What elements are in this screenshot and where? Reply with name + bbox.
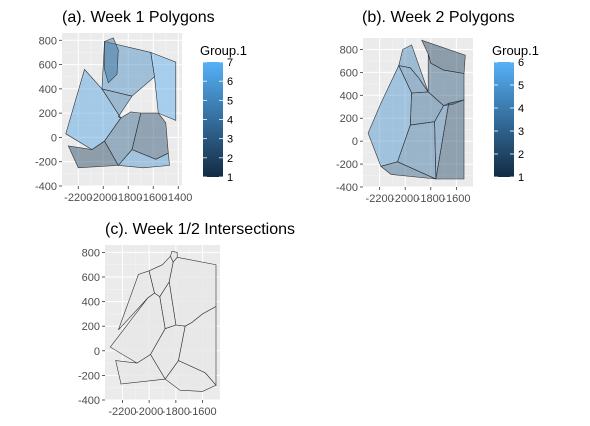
y-tick-label: 600 <box>340 67 358 79</box>
legend-tick-label: 3 <box>518 126 524 138</box>
panel-week1-chart: (a). Week 1 Polygons -400-20002004006008… <box>35 9 247 204</box>
legend-tick-label: 3 <box>227 134 233 146</box>
x-tick-label: -1600 <box>442 193 470 205</box>
y-tick-label: -200 <box>35 157 57 169</box>
x-tick-label: -1400 <box>164 192 192 204</box>
panel-intersections-chart: (c). Week 1/2 Intersections -400-2000200… <box>78 221 295 418</box>
y-tick-label: 800 <box>39 35 57 47</box>
panel-week1-plot-area <box>62 33 182 186</box>
polygon-1 <box>101 41 155 97</box>
y-tick-label: 200 <box>39 108 57 120</box>
panel-week2-chart: (b). Week 2 Polygons -400-20002004006008… <box>336 9 539 205</box>
y-tick-label: -400 <box>78 395 100 407</box>
legend-tick-label: 7 <box>227 57 233 69</box>
legend-tick-label: 4 <box>227 115 233 127</box>
polygon-9 <box>435 99 465 180</box>
legend-tick-label: 1 <box>227 172 233 184</box>
polygon-10 <box>380 161 437 180</box>
legend-tick-label: 5 <box>518 80 524 92</box>
legend-tick-label: 2 <box>518 149 524 161</box>
legend-colorbar <box>494 62 514 177</box>
legend-tick-label: 1 <box>518 172 524 184</box>
x-tick-label: -1800 <box>114 192 142 204</box>
legend-tick-label: 4 <box>518 103 524 115</box>
polygon-4 <box>170 250 178 263</box>
x-tick-label: -2200 <box>64 192 92 204</box>
x-tick-label: -1800 <box>417 193 445 205</box>
y-tick-label: -400 <box>336 182 358 194</box>
x-tick-label: -2000 <box>89 192 117 204</box>
panel-intersections-axes: -400-2000200400600800-2200-2000-1800-160… <box>78 247 217 418</box>
polygon-9 <box>67 140 119 169</box>
panel-week2-legend-title: Group.1 <box>492 43 539 58</box>
legend-tick-label: 5 <box>227 95 233 107</box>
panel-week1-legend-title: Group.1 <box>200 43 247 58</box>
legend-tick-label: 6 <box>518 57 524 69</box>
x-tick-label: -2200 <box>366 193 394 205</box>
y-tick-label: 600 <box>39 60 57 72</box>
y-tick-label: 400 <box>340 90 358 102</box>
panel-week2-legend: Group.1 1 2 3 4 5 6 <box>492 43 539 184</box>
y-tick-label: -400 <box>35 181 57 193</box>
panel-week2-gridlines <box>363 38 473 188</box>
polygon-9 <box>164 360 217 392</box>
y-tick-label: 400 <box>82 297 100 309</box>
legend-tick-label: 2 <box>227 153 233 165</box>
y-tick-label: -200 <box>78 370 100 382</box>
y-tick-label: -200 <box>336 159 358 171</box>
plot-panel-background <box>62 33 182 186</box>
legend-tick-label: 6 <box>227 76 233 88</box>
y-tick-label: 200 <box>82 321 100 333</box>
panel-week2-polygons <box>367 39 466 180</box>
panel-week1-title: (a). Week 1 Polygons <box>62 9 215 26</box>
y-tick-label: 400 <box>39 84 57 96</box>
y-tick-label: 0 <box>94 346 100 358</box>
polygon-3 <box>398 44 429 93</box>
panel-week2-title: (b). Week 2 Polygons <box>362 9 515 26</box>
y-tick-label: 0 <box>352 136 358 148</box>
panel-intersections-polygons <box>109 250 217 392</box>
x-tick-label: -2000 <box>135 406 163 418</box>
y-tick-label: 200 <box>340 113 358 125</box>
y-tick-label: 800 <box>340 44 358 56</box>
x-tick-label: -2200 <box>108 406 136 418</box>
y-tick-label: 800 <box>82 247 100 259</box>
polygon-8 <box>117 149 170 169</box>
panel-week1-axes: -400-2000200400600800-2200-2000-1800-160… <box>35 35 192 204</box>
x-tick-label: -1600 <box>139 192 167 204</box>
polygon-2 <box>150 51 177 121</box>
panel-week1-polygons <box>65 37 177 169</box>
x-tick-label: -2000 <box>391 193 419 205</box>
polygon-4 <box>104 37 119 84</box>
y-tick-label: 0 <box>51 132 57 144</box>
x-tick-label: -1800 <box>162 406 190 418</box>
polygon-5 <box>101 88 133 119</box>
panel-intersections-title: (c). Week 1/2 Intersections <box>105 221 295 238</box>
panel-week1-gridlines <box>62 33 182 187</box>
legend-colorbar <box>203 62 223 177</box>
panel-week1-legend: Group.1 1 2 3 4 5 6 7 <box>200 43 247 184</box>
panel-week2-axes: -400-2000200400600800-2200-2000-1800-160… <box>336 44 470 205</box>
polygon-10 <box>115 354 166 385</box>
x-tick-label: -1600 <box>189 406 217 418</box>
y-tick-label: 600 <box>82 272 100 284</box>
